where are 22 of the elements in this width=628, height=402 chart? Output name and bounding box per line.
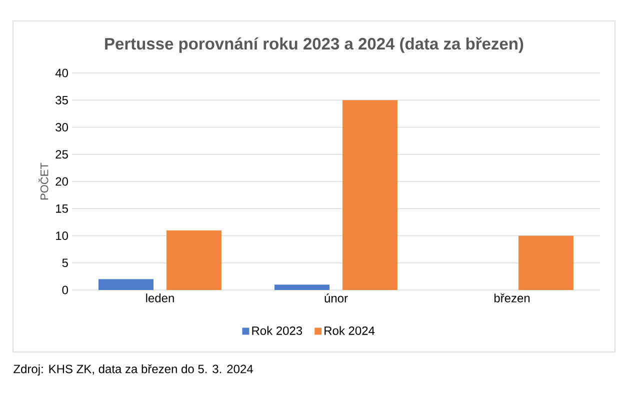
legend-label: Rok 2023 [252, 326, 302, 335]
y-tick-label: 30 [56, 123, 68, 132]
bar [342, 100, 398, 290]
x-tick-label: leden [146, 294, 174, 302]
x-tick-label: únor [324, 294, 348, 302]
y-tick-label: 20 [56, 177, 68, 186]
x-tick-label: březen [494, 294, 530, 302]
y-tick-label: 35 [56, 96, 68, 104]
chart-title: Pertusse porovnání roku 2023 a 2024 (data za březen) [105, 37, 524, 53]
bar [166, 230, 222, 290]
y-tick-label: 25 [56, 150, 68, 159]
y-tick-label: 40 [55, 68, 68, 78]
bar [98, 279, 154, 290]
legend-label: Rok 2024 [324, 326, 375, 335]
text: Zdroj: KHS ZK, data za březen do 5. 3. 2024 [14, 364, 253, 376]
y-tick-label: 10 [56, 232, 68, 240]
bar [274, 284, 330, 290]
y-tick-label: 15 [56, 204, 68, 213]
y-tick-label: 0 [62, 286, 68, 294]
y-axis-title: POČET [38, 162, 48, 200]
y-tick-label: 5 [62, 258, 68, 268]
bar [518, 236, 574, 290]
